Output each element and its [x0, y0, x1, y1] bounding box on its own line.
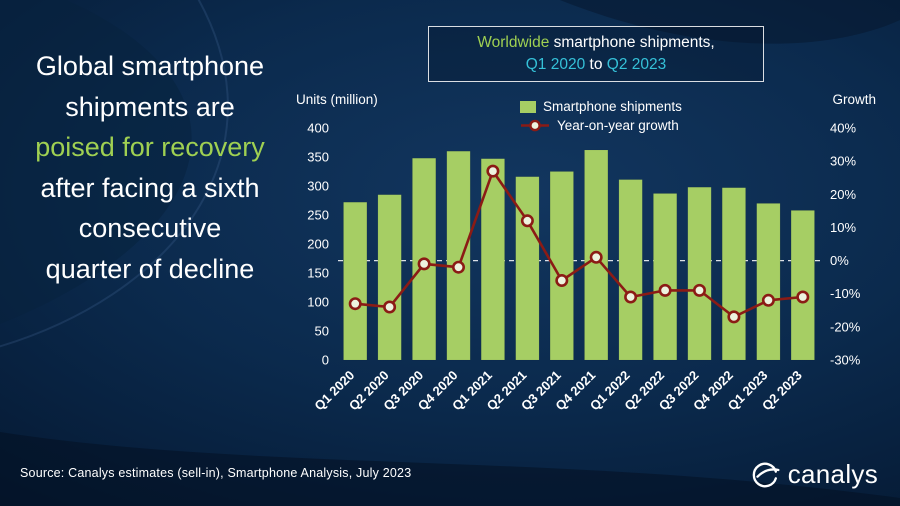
legend-item-growth: Year-on-year growth — [520, 116, 682, 135]
growth-marker-q4-2021 — [589, 250, 603, 264]
right-tick-0: 0% — [830, 253, 849, 268]
canalys-logo-icon — [752, 462, 780, 487]
growth-marker-q2-2021 — [520, 214, 534, 228]
chart-title-box: Worldwide smartphone shipments, Q1 2020 … — [428, 26, 764, 82]
growth-marker-q4-2022 — [727, 310, 741, 324]
left-tick-400: 400 — [307, 121, 329, 136]
legend-item-shipments: Smartphone shipments — [520, 97, 682, 116]
canalys-logo: canalys — [750, 459, 878, 490]
growth-marker-q1-2022 — [624, 290, 638, 304]
left-tick-0: 0 — [322, 353, 329, 368]
bar-q1-2020 — [343, 201, 368, 361]
shipments-chart: Units (million) Growth Smartphone shipme… — [288, 86, 880, 446]
left-tick-350: 350 — [307, 150, 329, 165]
title-q1-2020: Q1 2020 — [525, 56, 586, 73]
right-tick--20: -20% — [830, 319, 861, 334]
bar-q4-2022 — [721, 187, 746, 361]
growth-marker-q3-2021 — [555, 274, 569, 288]
line-marker-icon — [521, 119, 549, 132]
bar-q2-2021 — [515, 176, 540, 361]
growth-marker-q2-2023 — [796, 290, 810, 304]
chart-legend: Smartphone shipments Year-on-year growth — [520, 97, 682, 135]
left-tick-50: 50 — [315, 324, 329, 339]
right-tick-10: 10% — [830, 220, 856, 235]
right-axis-title: Growth — [832, 92, 876, 107]
left-tick-100: 100 — [307, 295, 329, 310]
growth-marker-q3-2020 — [417, 257, 431, 271]
title-q2-2023: Q2 2023 — [606, 56, 667, 73]
bar-q1-2023 — [756, 203, 781, 361]
bar-q4-2020 — [446, 150, 471, 361]
growth-marker-q2-2020 — [383, 300, 397, 314]
title-worldwide: Worldwide — [477, 34, 550, 51]
headline-post: after facing a sixth consecutive quarter… — [40, 172, 260, 284]
growth-marker-q2-2022 — [658, 283, 672, 297]
headline: Global smartphone shipments are poised f… — [34, 46, 266, 289]
bar-q1-2022 — [618, 179, 643, 361]
title-to: to — [585, 56, 607, 73]
bar-q3-2022 — [687, 186, 712, 361]
growth-marker-q1-2023 — [761, 293, 775, 307]
left-tick-150: 150 — [307, 266, 329, 281]
bar-q2-2020 — [377, 194, 402, 361]
right-tick--30: -30% — [830, 353, 861, 368]
right-tick-40: 40% — [830, 121, 856, 136]
growth-marker-q1-2021 — [486, 164, 500, 178]
chart-title-line2: Q1 2020 to Q2 2023 — [437, 54, 755, 76]
headline-pre: Global smartphone shipments are — [35, 51, 265, 122]
right-tick-30: 30% — [830, 154, 856, 169]
headline-highlight: poised for recovery — [35, 132, 265, 162]
source-note: Source: Canalys estimates (sell-in), Sma… — [20, 466, 412, 480]
legend-shipments-label: Smartphone shipments — [543, 99, 682, 114]
bar-q1-2021 — [480, 158, 505, 361]
bar-q3-2021 — [549, 171, 574, 361]
bar-q2-2022 — [653, 193, 678, 361]
chart-title-line1: Worldwide smartphone shipments, — [437, 32, 755, 54]
left-tick-200: 200 — [307, 237, 329, 252]
left-tick-250: 250 — [307, 208, 329, 223]
legend-growth-label: Year-on-year growth — [557, 118, 679, 133]
title-line1-rest: smartphone shipments, — [549, 34, 715, 51]
growth-marker-q4-2020 — [452, 260, 466, 274]
right-tick-20: 20% — [830, 187, 856, 202]
canalys-logo-text: canalys — [787, 459, 878, 489]
left-tick-300: 300 — [307, 179, 329, 194]
right-tick--10: -10% — [830, 286, 861, 301]
left-axis-title: Units (million) — [296, 92, 378, 107]
growth-marker-q3-2022 — [692, 283, 706, 297]
bar-q2-2023 — [790, 210, 815, 361]
bar-swatch-icon — [520, 100, 536, 113]
chart-plot: 0 50 100 150 200 250 300 350 400 -30% -20% -10% 0% 10… — [307, 121, 861, 414]
growth-marker-q1-2020 — [348, 297, 362, 311]
